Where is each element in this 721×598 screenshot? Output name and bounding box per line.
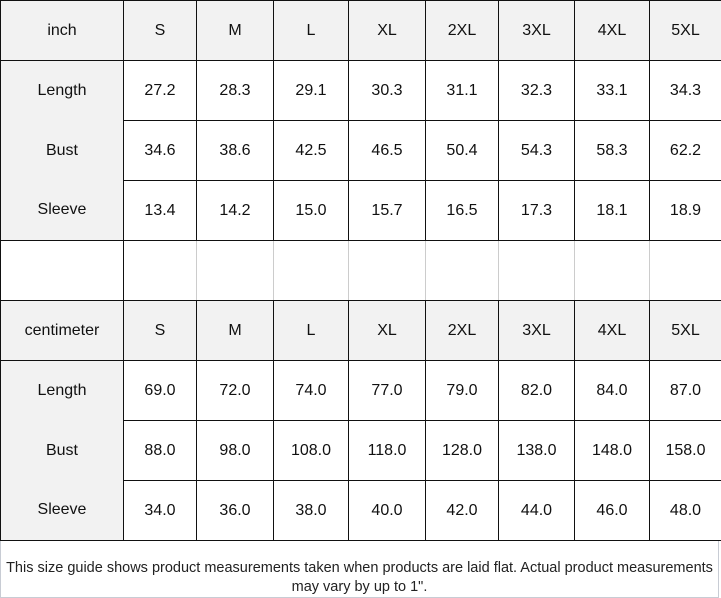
measurement-value: 118.0 [348,420,426,481]
table-row: Length 69.0 72.0 74.0 77.0 79.0 82.0 84.0 87.0 [0,360,721,421]
measurement-value: 62.2 [649,120,721,181]
measurement-value: 34.6 [123,120,197,181]
size-header: L [273,300,349,361]
measurement-label: Bust [0,420,124,481]
measurement-value: 138.0 [498,420,575,481]
measurement-value: 54.3 [498,120,575,181]
measurement-label: Length [0,360,124,421]
measurement-value: 69.0 [123,360,197,421]
empty-cell [649,240,721,301]
measurement-value: 18.1 [574,180,650,241]
size-header: M [196,0,274,61]
measurement-label: Sleeve [0,480,124,541]
table-row: Sleeve 13.4 14.2 15.0 15.7 16.5 17.3 18.1 18.9 [0,180,721,241]
measurement-value: 29.1 [273,60,349,121]
unit-header: inch [0,0,124,61]
empty-cell [123,240,197,301]
empty-cell [498,240,575,301]
measurement-label: Bust [0,120,124,181]
empty-cell [425,240,499,301]
size-header: XL [348,300,426,361]
measurement-value: 84.0 [574,360,650,421]
measurement-value: 13.4 [123,180,197,241]
measurement-value: 98.0 [196,420,274,481]
measurement-value: 44.0 [498,480,575,541]
measurement-value: 17.3 [498,180,575,241]
size-header: 2XL [425,300,499,361]
size-header: 3XL [498,300,575,361]
size-header: 4XL [574,300,650,361]
measurement-label: Sleeve [0,180,124,241]
table-row: Sleeve 34.0 36.0 38.0 40.0 42.0 44.0 46.0 48.0 [0,480,721,541]
measurement-value: 28.3 [196,60,274,121]
table-row: Bust 34.6 38.6 42.5 46.5 50.4 54.3 58.3 62.2 [0,120,721,181]
header-row: inch S M L XL 2XL 3XL 4XL 5XL [0,0,721,61]
measurement-value: 77.0 [348,360,426,421]
measurement-value: 128.0 [425,420,499,481]
empty-cell [196,240,274,301]
measurement-value: 148.0 [574,420,650,481]
size-header: S [123,0,197,61]
table-row: Bust 88.0 98.0 108.0 118.0 128.0 138.0 148.0 158… [0,420,721,481]
measurement-value: 50.4 [425,120,499,181]
measurement-value: 48.0 [649,480,721,541]
measurement-value: 31.1 [425,60,499,121]
size-header: S [123,300,197,361]
size-header: 3XL [498,0,575,61]
measurement-value: 14.2 [196,180,274,241]
header-row: centimeter S M L XL 2XL 3XL 4XL 5XL [0,300,721,361]
measurement-value: 27.2 [123,60,197,121]
measurement-value: 36.0 [196,480,274,541]
size-header: XL [348,0,426,61]
measurement-value: 32.3 [498,60,575,121]
measurement-value: 15.0 [273,180,349,241]
measurement-value: 38.0 [273,480,349,541]
measurement-value: 87.0 [649,360,721,421]
measurement-value: 72.0 [196,360,274,421]
measurement-value: 42.5 [273,120,349,181]
spacer-row [0,240,721,301]
measurement-value: 30.3 [348,60,426,121]
measurement-label: Length [0,60,124,121]
measurement-value: 88.0 [123,420,197,481]
size-header: M [196,300,274,361]
size-header: 5XL [649,0,721,61]
measurement-value: 46.0 [574,480,650,541]
measurement-value: 18.9 [649,180,721,241]
size-guide-note: This size guide shows product measuremen… [0,541,719,598]
size-header: 5XL [649,300,721,361]
table-row: Length 27.2 28.3 29.1 30.3 31.1 32.3 33.1 34.3 [0,60,721,121]
measurement-value: 34.0 [123,480,197,541]
measurement-value: 79.0 [425,360,499,421]
measurement-value: 46.5 [348,120,426,181]
size-header: 4XL [574,0,650,61]
empty-cell [574,240,650,301]
measurement-value: 15.7 [348,180,426,241]
measurement-value: 58.3 [574,120,650,181]
measurement-value: 38.6 [196,120,274,181]
empty-cell [0,240,124,301]
measurement-value: 42.0 [425,480,499,541]
measurement-value: 40.0 [348,480,426,541]
size-header: L [273,0,349,61]
measurement-value: 74.0 [273,360,349,421]
empty-cell [273,240,349,301]
measurement-value: 158.0 [649,420,721,481]
measurement-value: 82.0 [498,360,575,421]
size-header: 2XL [425,0,499,61]
size-chart-table: inch S M L XL 2XL 3XL 4XL 5XL Length 27.2 28.3 29.1 3… [0,0,721,541]
unit-header: centimeter [0,300,124,361]
measurement-value: 108.0 [273,420,349,481]
measurement-value: 33.1 [574,60,650,121]
empty-cell [348,240,426,301]
measurement-value: 16.5 [425,180,499,241]
measurement-value: 34.3 [649,60,721,121]
